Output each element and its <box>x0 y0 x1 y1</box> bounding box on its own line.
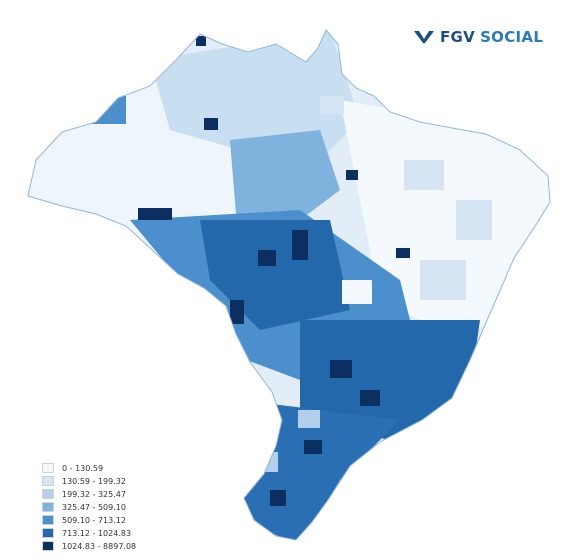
legend-swatch <box>42 502 54 512</box>
legend-item: 509.10 - 713.12 <box>42 514 136 526</box>
legend-swatch <box>42 541 54 551</box>
legend-item: 199.32 - 325.47 <box>42 488 136 500</box>
legend-label: 509.10 - 713.12 <box>62 515 126 525</box>
legend-label: 1024.83 - 8897.08 <box>62 541 137 551</box>
legend-swatch <box>42 515 54 525</box>
region-para <box>230 130 340 220</box>
map-legend: 0 - 130.59 130.59 - 199.32 199.32 - 325.47… <box>42 462 136 552</box>
region-north-mid <box>150 30 360 160</box>
legend-swatch <box>42 463 54 473</box>
region-south <box>240 400 400 540</box>
legend-item: 1024.83 - 8897.08 <box>42 540 136 552</box>
legend-label: 199.32 - 325.47 <box>62 489 126 499</box>
light-patches <box>92 96 492 472</box>
brand-name-social: SOCIAL <box>480 28 544 46</box>
legend-item: 713.12 - 1024.83 <box>42 527 136 539</box>
legend-swatch <box>42 476 54 486</box>
dark-patches <box>138 36 410 506</box>
region-northeast <box>340 100 550 330</box>
brand-name-fgv: FGV <box>440 28 476 46</box>
region-center-core <box>200 220 350 330</box>
legend-label: 713.12 - 1024.83 <box>62 528 132 538</box>
brand-name: FGV SOCIAL <box>440 28 543 46</box>
fgv-chevron-logo-icon <box>414 31 434 43</box>
legend-swatch <box>42 528 54 538</box>
fgv-social-logo: FGV SOCIAL <box>414 28 543 46</box>
legend-item: 325.47 - 509.10 <box>42 501 136 513</box>
legend-label: 130.59 - 199.32 <box>62 476 126 486</box>
legend-item: 130.59 - 199.32 <box>42 475 136 487</box>
legend-swatch <box>42 489 54 499</box>
legend-label: 0 - 130.59 <box>62 463 104 473</box>
legend-item: 0 - 130.59 <box>42 462 136 474</box>
legend-label: 325.47 - 509.10 <box>62 502 126 512</box>
